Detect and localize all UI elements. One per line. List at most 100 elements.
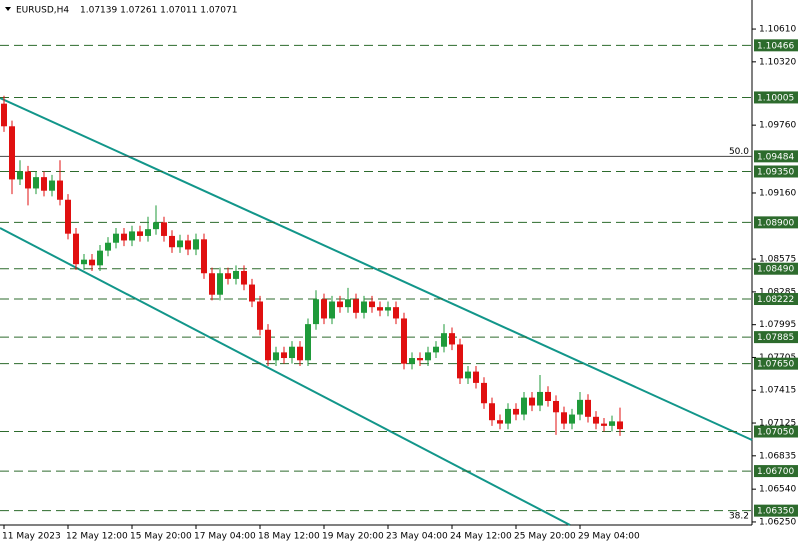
x-tick-label: 15 May 20:00 (130, 532, 192, 542)
level-box (754, 425, 798, 438)
y-tick-label: 1.08575 (759, 255, 796, 265)
level-label: 1.09350 (757, 167, 794, 177)
candle-body (617, 421, 623, 430)
candle-body (121, 233, 127, 241)
candle-body (505, 408, 511, 424)
candle-body (49, 180, 55, 191)
level-label: 1.06350 (757, 507, 794, 517)
candle-body (81, 259, 87, 265)
level-label: 1.09484 (757, 152, 794, 162)
level-box (754, 91, 798, 104)
candle-body (369, 301, 375, 308)
candle-body (577, 399, 583, 415)
level-box (754, 39, 798, 52)
candle-body (425, 352, 431, 361)
x-tick-label: 12 May 12:00 (66, 532, 128, 542)
fib-label: 38.2 (729, 512, 749, 522)
candle-body (313, 299, 319, 325)
candle-body (161, 222, 167, 236)
candle-body (257, 301, 263, 330)
level-box (754, 216, 798, 229)
candle-body (209, 273, 215, 295)
level-box (754, 293, 798, 306)
candle-body (201, 239, 207, 274)
level-box (754, 165, 798, 178)
candle-body (457, 344, 463, 379)
candle-body (25, 171, 31, 189)
candle-body (393, 307, 399, 319)
candle-body (601, 423, 607, 426)
candle-body (489, 403, 495, 421)
candle-body (561, 412, 567, 424)
candle-body (417, 358, 423, 361)
level-label: 1.08490 (757, 265, 794, 275)
candle-body (113, 233, 119, 243)
x-tick-label: 19 May 20:00 (322, 532, 384, 542)
candle-body (177, 240, 183, 248)
level-box (754, 331, 798, 344)
candle-body (329, 301, 335, 319)
candle-body (337, 301, 343, 308)
candle-body (1, 103, 7, 127)
level-box (754, 262, 798, 275)
candle-body (553, 400, 559, 413)
level-box (754, 357, 798, 370)
level-label: 1.07650 (757, 360, 794, 370)
y-tick-label: 1.10320 (759, 57, 796, 67)
y-tick-label: 1.06540 (759, 485, 796, 495)
candle-body (529, 397, 535, 406)
candle-body (305, 324, 311, 361)
candle-body (89, 259, 95, 266)
level-label: 1.07050 (757, 428, 794, 438)
candle-body (41, 177, 47, 191)
candle-body (217, 273, 223, 295)
menu-arrow[interactable] (5, 7, 11, 11)
candle-body (73, 233, 79, 265)
channel-lower (0, 227, 571, 526)
level-label: 1.10005 (757, 93, 794, 103)
candle-body (593, 416, 599, 424)
candle-body (513, 408, 519, 415)
candle-body (409, 358, 415, 364)
candle-body (473, 371, 479, 383)
candle-body (97, 250, 103, 266)
level-label: 1.08222 (757, 295, 794, 305)
candle-body (377, 307, 383, 311)
candle-body (401, 318, 407, 364)
candle-body (345, 299, 351, 308)
x-tick-label: 11 May 2023 (2, 532, 61, 542)
candle-body (17, 171, 23, 180)
candle-body (193, 239, 199, 250)
candle-body (225, 273, 231, 279)
x-tick-label: 17 May 04:00 (194, 532, 256, 542)
candle-body (385, 307, 391, 311)
x-tick-label: 24 May 12:00 (450, 532, 512, 542)
level-label: 1.07885 (757, 333, 794, 343)
y-tick-label: 1.06835 (759, 451, 796, 461)
candle-body (481, 382, 487, 404)
ohlc: 1.07139 1.07261 1.07011 1.07071 (80, 6, 237, 16)
candle-body (361, 301, 367, 313)
candle-body (105, 242, 111, 251)
candle-body (9, 126, 15, 180)
y-tick-label: 1.09760 (759, 121, 796, 131)
candle-body (521, 397, 527, 415)
candle-body (289, 346, 295, 359)
y-tick-label: 1.07125 (759, 419, 796, 429)
candle-body (129, 231, 135, 241)
candle-body (137, 231, 143, 236)
y-tick-label: 1.08285 (759, 287, 796, 297)
candle-body (353, 299, 359, 313)
candle-body (321, 299, 327, 319)
candle-body (33, 177, 39, 189)
candle-body (273, 352, 279, 361)
level-box (754, 150, 798, 163)
candle-body (569, 414, 575, 424)
level-label: 1.08900 (757, 218, 794, 228)
candle-body (65, 199, 71, 234)
candle-body (537, 391, 543, 406)
candle-body (145, 229, 151, 236)
candle-body (153, 222, 159, 230)
y-tick-label: 1.10610 (759, 25, 796, 35)
